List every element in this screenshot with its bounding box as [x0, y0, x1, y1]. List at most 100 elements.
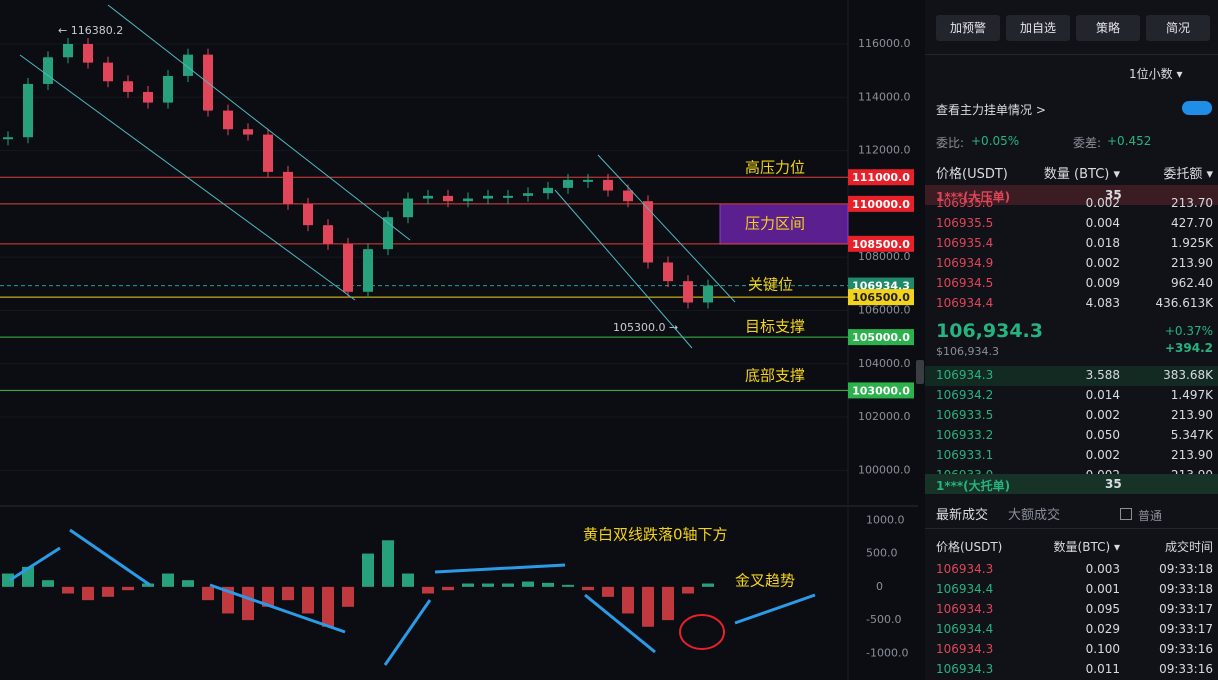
bid-cell: 5.347K: [1170, 428, 1213, 442]
button[interactable]: 加自选: [1006, 15, 1070, 41]
y-tick-label: 112000.0: [858, 144, 911, 157]
candle: [523, 193, 533, 196]
candle: [363, 249, 373, 292]
decimals[interactable]: 1位小数 ▾: [1129, 67, 1183, 81]
bid-cell: 0.050: [1085, 428, 1120, 442]
level-tag: [848, 195, 914, 212]
macd-bar: [382, 540, 394, 587]
candle: [663, 262, 673, 282]
annotations: 高压力位 压力区间 关键位 目标支撑 底部支撑 ← 116380.2 10530…: [58, 24, 805, 590]
ask-cell: 106934.5: [936, 276, 994, 290]
trade-cell: 09:33:16: [1159, 662, 1213, 676]
trade-cell: 106934.3: [936, 642, 994, 656]
ask-cell: 0.002: [1085, 196, 1120, 210]
channel-line: [597, 154, 736, 303]
macd-bar: [682, 586, 694, 594]
tab[interactable]: 最新成交: [936, 508, 989, 523]
candle: [443, 195, 453, 202]
big-ask: 1***(大压单): [936, 190, 1011, 204]
candle: [703, 285, 713, 303]
candle: [423, 195, 433, 199]
trade-cell: 09:33:18: [1159, 582, 1213, 596]
candle: [643, 201, 653, 263]
trade-cell: 106934.4: [936, 582, 994, 596]
checkbox[interactable]: [1120, 508, 1132, 520]
last-usd: $106,934.3: [936, 345, 999, 358]
bid-cell: 213.90: [1171, 468, 1213, 478]
bid-cell: 3.588: [1085, 368, 1120, 382]
big-ask-qty: 35: [1105, 188, 1122, 202]
trade-header: 价格(USDT): [936, 540, 1003, 554]
big-bid: 1***(大托单): [936, 479, 1011, 493]
last-price: 106,934.3: [936, 320, 1043, 342]
toggle[interactable]: [1182, 101, 1212, 115]
ask-cell: 4.083: [1085, 296, 1120, 310]
macd-bar: [182, 580, 194, 587]
trade-cell: 09:33:16: [1159, 642, 1213, 656]
annotation: 金叉趋势: [735, 572, 795, 590]
change-pct: +0.37%: [1164, 324, 1213, 338]
trade-cell: 09:33:17: [1159, 622, 1213, 636]
normal[interactable]: 普通: [1138, 509, 1163, 523]
channels: [19, 4, 736, 349]
macd-bar: [362, 553, 374, 587]
trade-cell: 106934.3: [936, 662, 994, 676]
candle: [623, 190, 633, 202]
macd-bar: [162, 573, 174, 587]
macd-bar: [2, 573, 14, 587]
candle: [683, 281, 693, 303]
bid-cell: 106933.1: [936, 448, 994, 462]
candle: [103, 62, 113, 82]
ask-cell: 213.70: [1171, 196, 1213, 210]
bid-cell: 213.90: [1171, 408, 1213, 422]
macd-bar: [462, 583, 474, 587]
candle: [463, 198, 473, 202]
y-tick-label: 106000.0: [858, 303, 911, 316]
side-panel: 加预警 加自选 策略 简况 1位小数 ▾ 查看主力挂单情况 > 委比: +0.05% 委差: +0…: [925, 0, 1218, 680]
macd-bar: [282, 586, 294, 601]
candle: [323, 225, 333, 244]
level-tag: [848, 329, 914, 346]
macd-bar: [102, 586, 114, 597]
annotation: 目标支撑: [745, 318, 805, 336]
big-ask-bg: [925, 185, 1218, 205]
big-bid-bg: [925, 474, 1218, 494]
annotation: 高压力位: [745, 159, 805, 177]
annotation: 底部支撑: [745, 367, 805, 385]
ask-cell: 1.925K: [1170, 236, 1213, 250]
trade-cell: 106934.3: [936, 602, 994, 616]
bid-cell: 106934.2: [936, 388, 994, 402]
ask-cell: 962.40: [1171, 276, 1213, 290]
trade-cell: 0.100: [1085, 642, 1120, 656]
macd-bar: [562, 584, 574, 587]
level-tag: [848, 289, 914, 306]
tab[interactable]: 大额成交: [1008, 508, 1061, 523]
macd-bar: [342, 586, 354, 607]
y-tick-label: 102000.0: [858, 410, 911, 423]
ask-cell: 106935.5: [936, 216, 994, 230]
button[interactable]: 简况: [1146, 15, 1210, 41]
bid-cell: 106934.3: [936, 368, 994, 382]
bid-cell: 106933.5: [936, 408, 994, 422]
macd-bar: [82, 586, 94, 601]
trade-cell: 0.095: [1085, 602, 1120, 616]
macd-bar: [702, 583, 714, 587]
button[interactable]: 策略: [1076, 15, 1140, 41]
main-orders[interactable]: 查看主力挂单情况 >: [936, 103, 1046, 117]
candle: [63, 43, 73, 58]
macd-bar: [642, 586, 654, 627]
candle: [383, 217, 393, 250]
level-tag: [848, 235, 914, 252]
trade-cell: 106934.3: [936, 562, 994, 576]
bid-cell: 0.002: [1085, 408, 1120, 422]
channel-line: [554, 189, 693, 349]
macd-bar: [322, 586, 334, 627]
candle: [83, 43, 93, 63]
level-label: 106500.0: [852, 291, 910, 304]
splitter[interactable]: [916, 360, 924, 384]
ask-cell: 436.613K: [1155, 296, 1214, 310]
candle: [143, 91, 153, 103]
y-tick-label: 114000.0: [858, 90, 911, 103]
bid-cell: 1.497K: [1170, 388, 1213, 402]
button[interactable]: 加预警: [936, 15, 1000, 41]
